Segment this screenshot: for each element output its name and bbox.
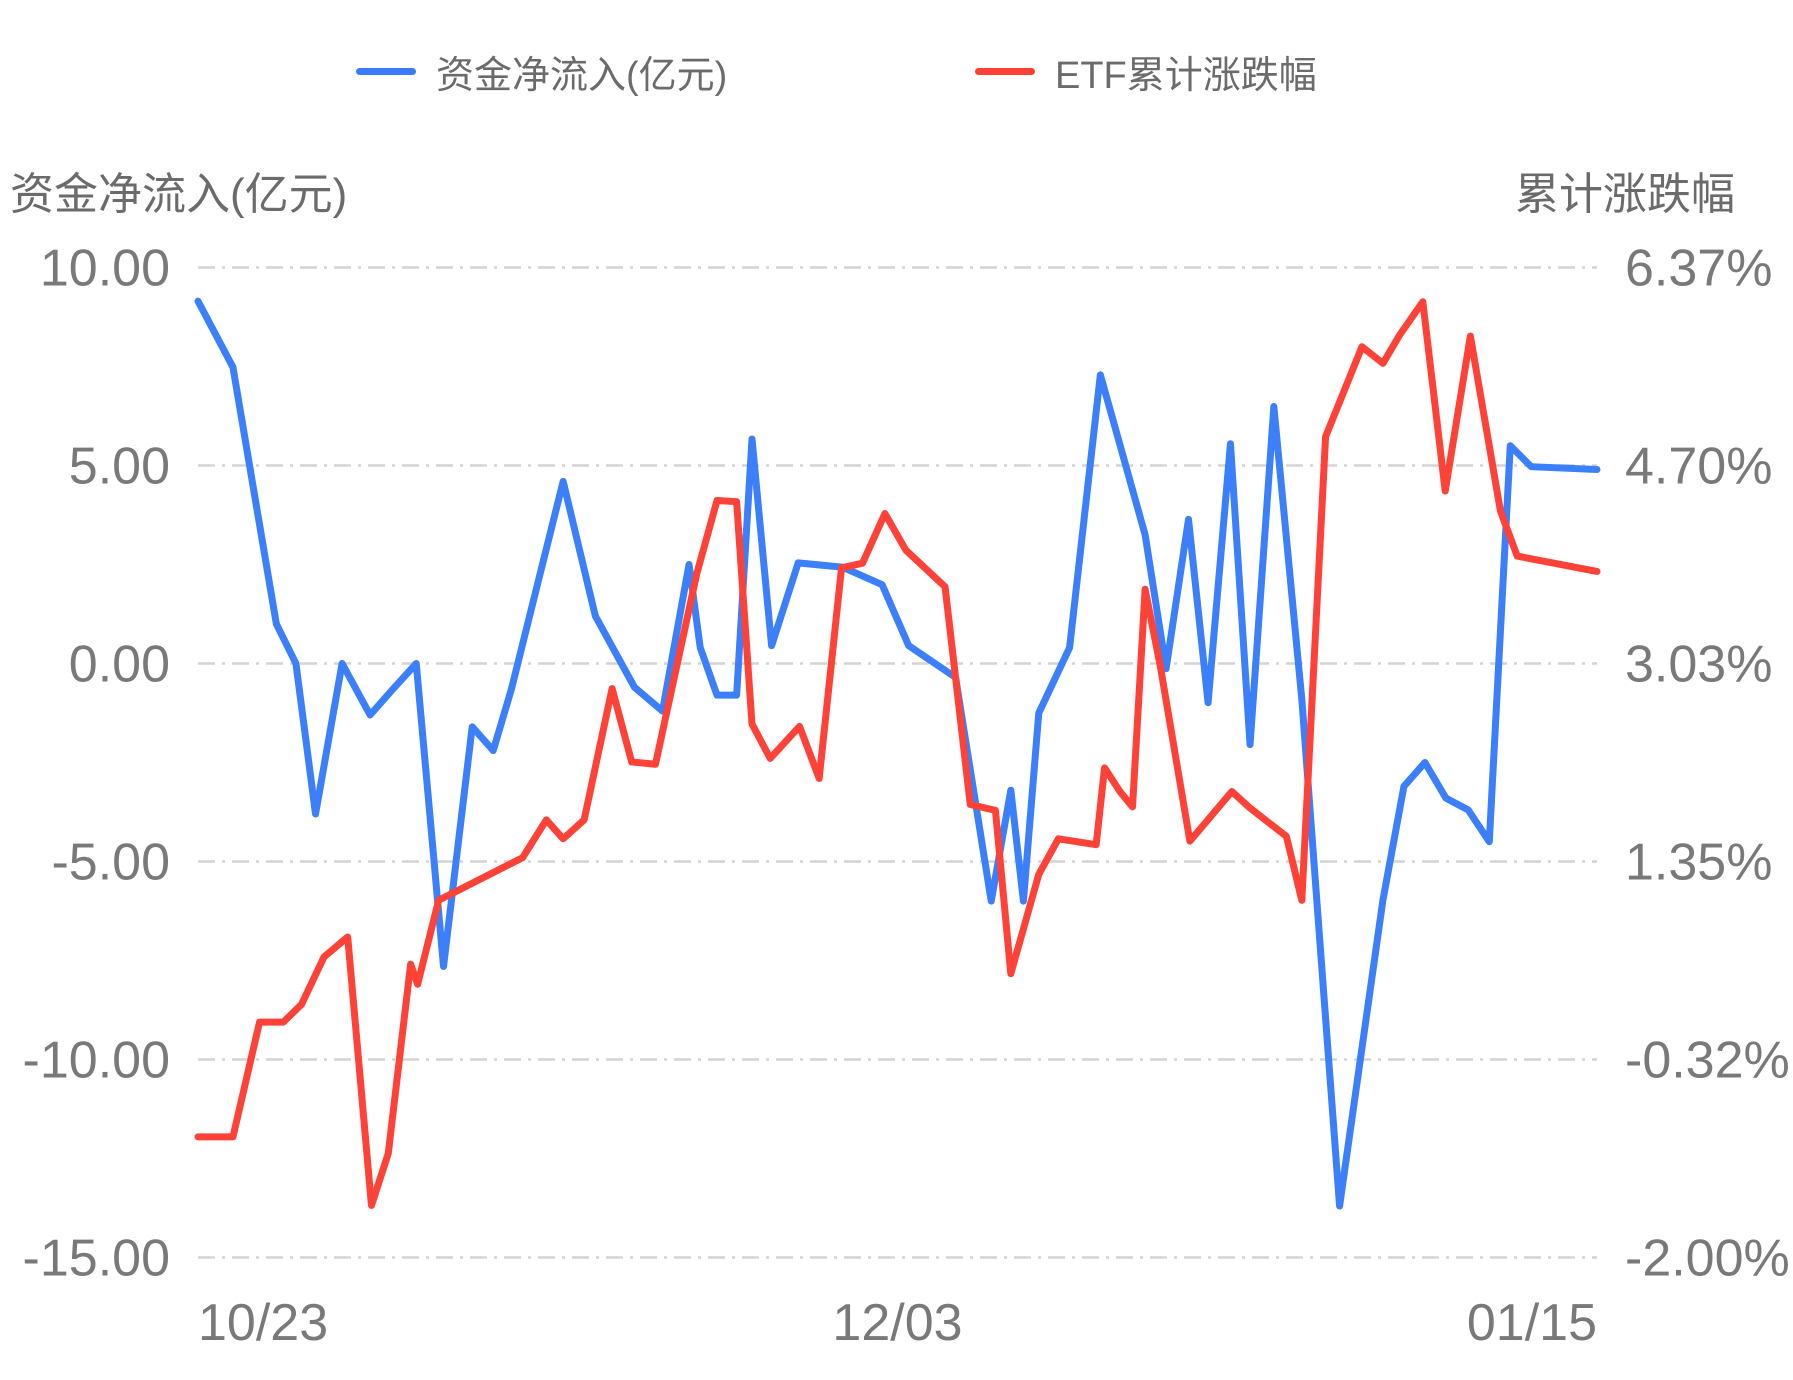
svg-text:12/03: 12/03 bbox=[832, 1294, 962, 1352]
svg-text:10/23: 10/23 bbox=[198, 1294, 328, 1352]
svg-text:01/15: 01/15 bbox=[1467, 1294, 1597, 1352]
svg-text:-10.00: -10.00 bbox=[23, 1032, 170, 1090]
svg-text:4.70%: 4.70% bbox=[1625, 438, 1772, 496]
svg-text:5.00: 5.00 bbox=[69, 438, 170, 496]
svg-text:10.00: 10.00 bbox=[40, 240, 170, 298]
svg-text:-2.00%: -2.00% bbox=[1625, 1230, 1790, 1288]
svg-text:-5.00: -5.00 bbox=[51, 834, 170, 892]
svg-text:1.35%: 1.35% bbox=[1625, 834, 1772, 892]
svg-text:6.37%: 6.37% bbox=[1625, 240, 1772, 298]
svg-text:0.00: 0.00 bbox=[69, 636, 170, 694]
svg-text:-15.00: -15.00 bbox=[23, 1230, 170, 1288]
svg-text:3.03%: 3.03% bbox=[1625, 636, 1772, 694]
svg-text:-0.32%: -0.32% bbox=[1625, 1032, 1790, 1090]
